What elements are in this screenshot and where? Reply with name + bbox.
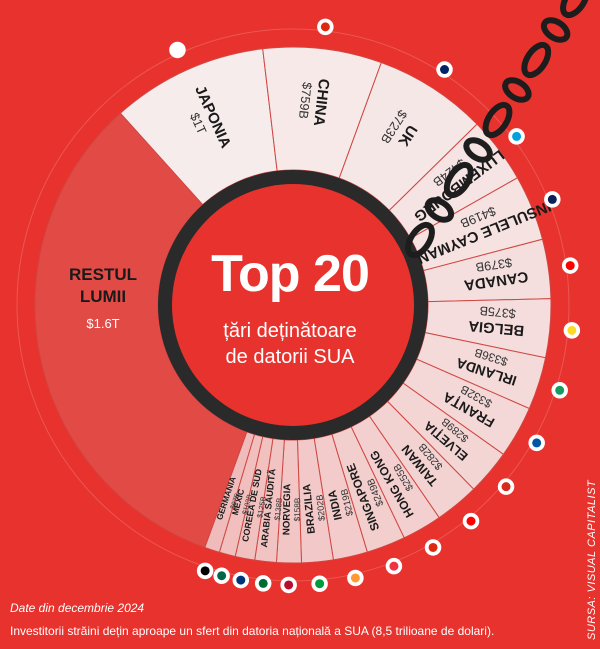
chain-link: [463, 137, 493, 163]
flag-dot: [258, 578, 268, 588]
footer-date: Date din decembrie 2024: [10, 601, 145, 615]
flag-dot: [389, 561, 399, 571]
flag-dot: [512, 131, 522, 141]
value-canada: $379B: [475, 255, 513, 274]
flag-dot: [501, 482, 511, 492]
label-brazilia: BRAZILIA: [301, 483, 318, 534]
label-norvegia: NORVEGIA: [281, 484, 293, 536]
flag-dot: [567, 325, 577, 335]
slice-label-china: CHINA$759B: [296, 78, 332, 127]
flag-dot: [200, 566, 210, 576]
slice-label-norvegia: NORVEGIA $158B: [281, 484, 302, 536]
chart-title: Top 20: [211, 245, 370, 303]
source-label: SURSA: VISUAL CAPITALIST: [586, 479, 598, 640]
flag-dot: [320, 22, 330, 32]
chain-link: [540, 17, 571, 43]
chain-link: [502, 77, 532, 103]
value-restul-lumii: $1.6T: [86, 316, 119, 331]
value-china: $759B: [296, 81, 315, 119]
flag-dot: [350, 573, 360, 583]
chain-link: [405, 221, 435, 259]
value-coreea-de-sud: $125B: [255, 496, 268, 519]
center-disc: [172, 184, 414, 426]
chain-link: [424, 197, 455, 223]
flag-dot: [532, 438, 542, 448]
label-restul-lumii-0: RESTUL: [69, 265, 137, 284]
pie-wheel: JAPONIA$1T CHINA$759BUK$723BLUXEMBOURG$42…: [16, 28, 570, 582]
footer-note: Investitorii străini dețin aproape un sf…: [10, 624, 495, 638]
flag-dot: [236, 575, 246, 585]
chain-link: [521, 41, 552, 79]
flag-dot: [565, 261, 575, 271]
subtitle-line-2: de datorii SUA: [225, 346, 355, 368]
flag-dot: [315, 579, 325, 589]
slice-label-brazilia: BRAZILIA$202B: [301, 483, 327, 534]
flag-ring: [169, 18, 581, 594]
flag-dot: [547, 194, 557, 204]
chain-link: [560, 0, 590, 19]
slice-label-belgia: BELGIA$375B: [467, 303, 524, 338]
label-belgia: BELGIA: [467, 317, 524, 338]
flag-dot: [428, 542, 438, 552]
flag-dot: [466, 516, 476, 526]
chain-link: [482, 101, 513, 139]
flag-dot: [284, 580, 294, 590]
flag-dot: [555, 385, 565, 395]
label-restul-lumii-1: LUMII: [80, 287, 126, 306]
value-belgia: $375B: [479, 303, 516, 320]
flag-dot: [172, 45, 182, 55]
value-arabia-saudit-: $138B: [273, 497, 284, 521]
chart-subtitle: țări deținătoare de datorii SUA: [185, 318, 395, 370]
label-china: CHINA: [310, 78, 332, 127]
value-germania: $97B: [230, 492, 242, 510]
chain-link: [443, 161, 474, 199]
flag-dot: [217, 571, 227, 581]
flag-dot: [440, 65, 450, 75]
value-norvegia: $158B: [293, 497, 302, 521]
value-brazilia: $202B: [314, 494, 326, 521]
chain-icon: [405, 0, 590, 259]
subtitle-line-1: țări deținătoare: [223, 320, 357, 342]
